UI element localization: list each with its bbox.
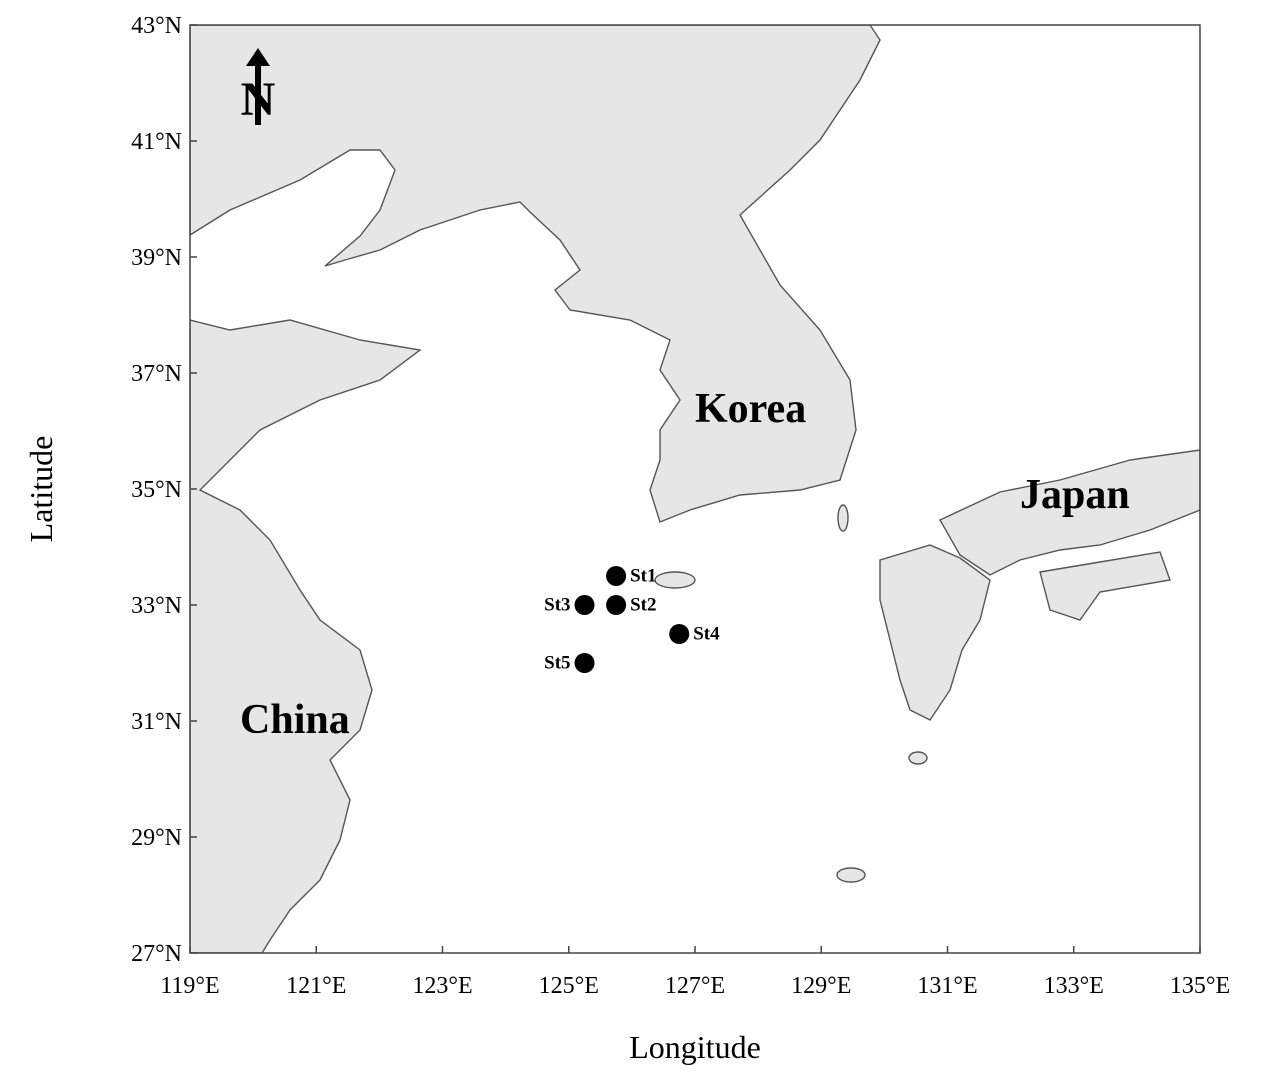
x-tick-label: 133°E — [1044, 973, 1104, 999]
honshu — [939, 449, 1200, 576]
place-label: Korea — [695, 386, 806, 432]
x-tick-label: 119°E — [160, 973, 219, 999]
y-tick-label: 35°N — [131, 477, 182, 503]
x-tick-label: 135°E — [1170, 973, 1230, 999]
place-label: China — [240, 697, 350, 743]
y-tick-label: 27°N — [131, 941, 182, 967]
north-arrow: N — [241, 48, 276, 126]
tsushima — [837, 504, 849, 532]
y-tick-label: 39°N — [131, 245, 182, 271]
x-tick-label: 125°E — [539, 973, 599, 999]
station — [669, 624, 690, 644]
jeju — [654, 571, 696, 589]
station-label: St1 — [630, 565, 656, 586]
station — [574, 595, 595, 615]
island — [836, 867, 866, 883]
x-tick-label: 123°E — [412, 973, 472, 999]
x-tick-label: 127°E — [665, 973, 725, 999]
y-axis-title: Latitude — [23, 436, 59, 543]
x-tick-label: 131°E — [917, 973, 977, 999]
y-tick-label: 43°N — [131, 13, 182, 39]
station — [606, 595, 627, 615]
asia-mainland — [190, 25, 881, 523]
y-tick-label: 33°N — [131, 593, 182, 619]
y-tick-label: 31°N — [131, 709, 182, 735]
x-tick-label: 129°E — [791, 973, 851, 999]
station-label: St3 — [544, 594, 570, 615]
station-label: St4 — [693, 623, 720, 644]
x-tick-label: 121°E — [286, 973, 346, 999]
north-label: N — [241, 73, 276, 126]
station-label: St2 — [630, 594, 656, 615]
y-tick-label: 41°N — [131, 129, 182, 155]
station — [606, 566, 627, 586]
kyushu — [879, 544, 991, 721]
island — [908, 751, 928, 765]
place-label: Japan — [1020, 472, 1130, 518]
station-label: St5 — [544, 652, 570, 673]
y-tick-label: 29°N — [131, 825, 182, 851]
station — [574, 653, 595, 673]
land — [190, 25, 1200, 953]
x-axis-title: Longitude — [629, 1029, 761, 1065]
china-coast — [190, 319, 422, 953]
shikoku — [1039, 551, 1171, 621]
y-tick-label: 37°N — [131, 361, 182, 387]
